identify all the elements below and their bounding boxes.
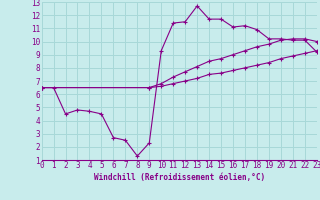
X-axis label: Windchill (Refroidissement éolien,°C): Windchill (Refroidissement éolien,°C) (94, 173, 265, 182)
